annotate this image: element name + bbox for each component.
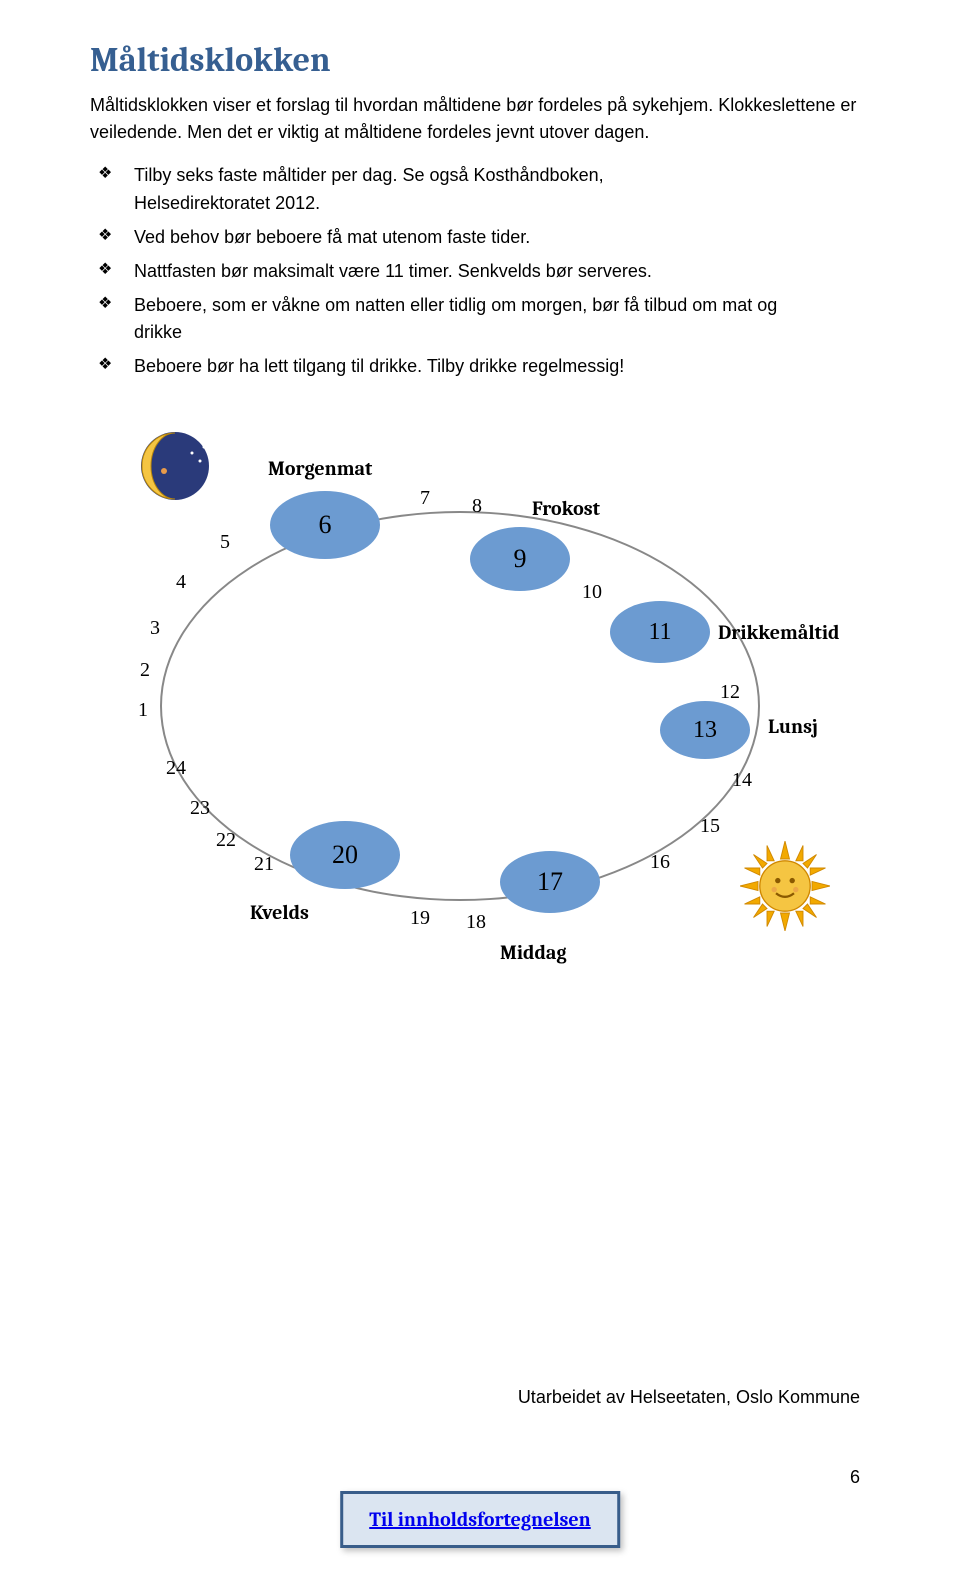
hour-label: 21 — [254, 853, 274, 876]
bullet-item: Ved behov bør beboere få mat utenom fast… — [120, 224, 870, 252]
hour-label: 22 — [216, 829, 236, 852]
bullet-item: Beboere, som er våkne om natten eller ti… — [120, 292, 870, 348]
hour-label: 3 — [150, 617, 160, 640]
page-number: 6 — [850, 1467, 860, 1488]
bullet-item: Tilby seks faste måltider per dag. Se og… — [120, 162, 870, 218]
meal-clock-diagram: Morgenmat Frokost Drikkemåltid Lunsj Mid… — [90, 421, 870, 1001]
bullet-item: Nattfasten bør maksimalt være 11 timer. … — [120, 258, 870, 286]
bullet-text: Helsedirektoratet 2012. — [134, 193, 320, 213]
hour-label: 23 — [190, 797, 210, 820]
hour-label: 14 — [732, 769, 752, 792]
hour-label: 15 — [700, 815, 720, 838]
bullet-text: Tilby seks faste måltider per dag. Se og… — [134, 165, 604, 185]
meal-oval: 6 — [270, 491, 380, 559]
hour-label: 5 — [220, 531, 230, 554]
clock-ellipse — [160, 511, 760, 901]
hour-label: 16 — [650, 851, 670, 874]
bullet-text: Beboere, som er våkne om natten eller ti… — [134, 295, 777, 315]
page-title: Måltidsklokken — [90, 40, 870, 80]
bullet-list: Tilby seks faste måltider per dag. Se og… — [90, 162, 870, 381]
meal-label-middag: Middag — [500, 941, 567, 964]
hour-label: 1 — [138, 699, 148, 722]
meal-label-drikkemaltid: Drikkemåltid — [718, 621, 839, 644]
meal-oval: 9 — [470, 527, 570, 591]
hour-label: 19 — [410, 907, 430, 930]
meal-label-morgenmat: Morgenmat — [268, 457, 372, 480]
moon-icon — [140, 431, 210, 501]
hour-label: 8 — [472, 495, 482, 518]
hour-label: 24 — [166, 757, 186, 780]
toc-link-box[interactable]: Til innholdsfortegnelsen — [340, 1491, 620, 1548]
sun-icon — [740, 841, 830, 931]
meal-oval: 13 — [660, 701, 750, 759]
bullet-text: drikke — [134, 322, 182, 342]
hour-label: 2 — [140, 659, 150, 682]
meal-label-lunsj: Lunsj — [768, 715, 818, 738]
meal-label-frokost: Frokost — [532, 497, 600, 520]
meal-oval: 11 — [610, 601, 710, 663]
toc-link[interactable]: Til innholdsfortegnelsen — [369, 1508, 591, 1531]
hour-label: 12 — [720, 681, 740, 704]
bullet-item: Beboere bør ha lett tilgang til drikke. … — [120, 353, 870, 381]
hour-label: 18 — [466, 911, 486, 934]
meal-label-kvelds: Kvelds — [250, 901, 309, 924]
footer-credit: Utarbeidet av Helseetaten, Oslo Kommune — [518, 1387, 860, 1408]
hour-label: 10 — [582, 581, 602, 604]
hour-label: 4 — [176, 571, 186, 594]
hour-label: 7 — [420, 487, 430, 510]
meal-oval: 20 — [290, 821, 400, 889]
intro-paragraph: Måltidsklokken viser et forslag til hvor… — [90, 92, 870, 146]
meal-oval: 17 — [500, 851, 600, 913]
